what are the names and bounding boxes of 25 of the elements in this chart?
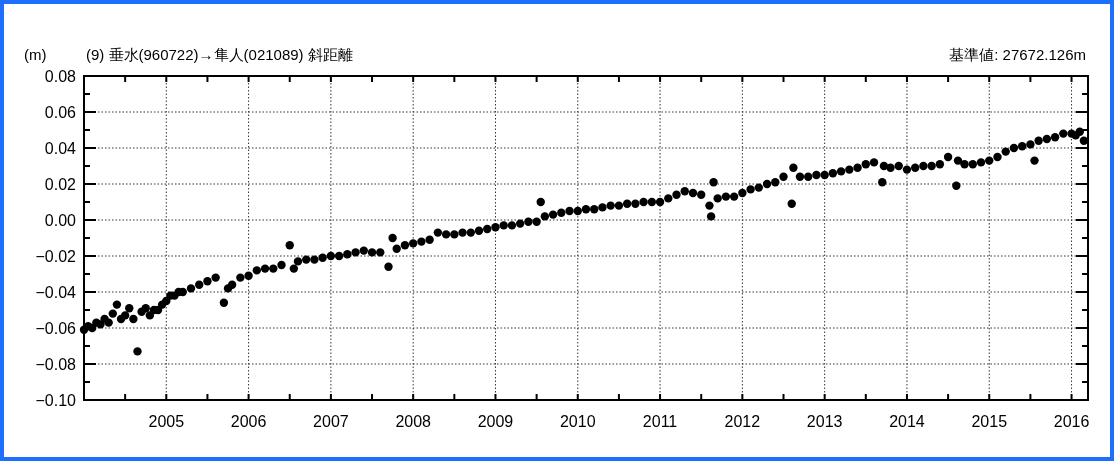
x-tick-label: 2014 [889, 413, 925, 430]
y-axis-title: (m) [24, 46, 47, 63]
x-tick-label: 2016 [1053, 413, 1090, 430]
y-tick-label: 0.04 [44, 140, 77, 157]
y-tick-label: −0.04 [35, 284, 77, 301]
x-tick-label: 2012 [724, 413, 761, 430]
y-tick-label: 0.02 [44, 176, 77, 193]
y-tick-label: −0.08 [35, 356, 77, 373]
y-tick-label: 0.06 [44, 104, 77, 121]
x-tick-label: 2009 [477, 413, 514, 430]
x-tick-label: 2011 [642, 413, 678, 430]
x-tick-label: 2015 [971, 413, 1008, 430]
x-tick-label: 2013 [806, 413, 843, 430]
x-tick-label: 2005 [148, 413, 185, 430]
x-tick-label: 2006 [230, 413, 267, 430]
y-tick-label: −0.10 [35, 392, 77, 409]
x-tick-label: 2007 [313, 413, 349, 430]
y-tick-label: 0.00 [44, 212, 77, 229]
chart-title: (9) 垂水(960722)→隼人(021089) 斜距離 [86, 46, 353, 63]
x-tick-label: 2010 [559, 413, 596, 430]
y-tick-label: 0.08 [44, 68, 77, 85]
text: 基準値: 27672.126m [949, 46, 1086, 63]
y-tick-label: −0.06 [35, 320, 77, 337]
x-tick-label: 2008 [395, 413, 432, 430]
y-tick-label: −0.02 [35, 248, 77, 265]
